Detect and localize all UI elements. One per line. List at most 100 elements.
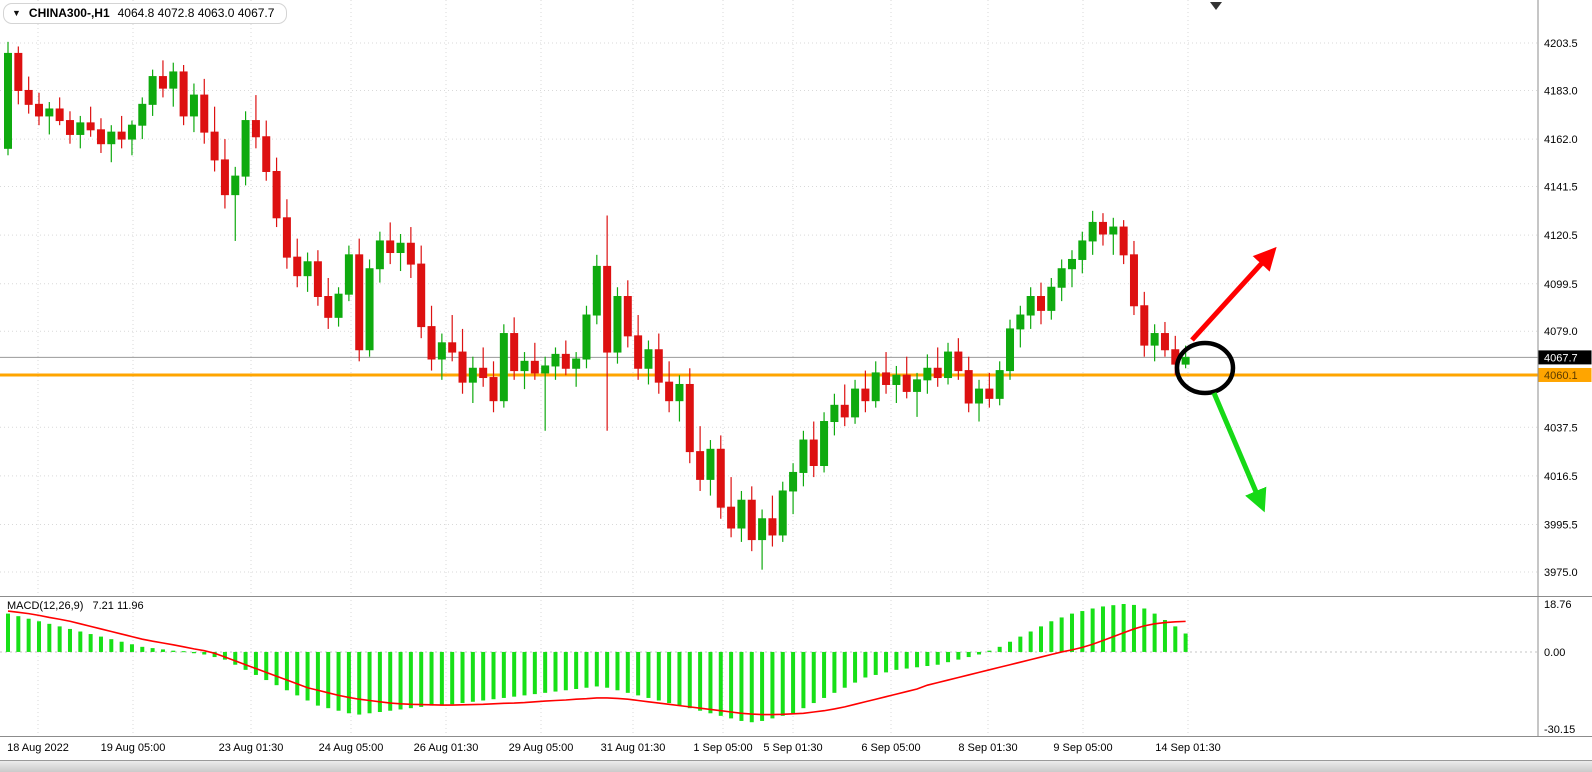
candle [913, 372, 922, 417]
macd-name: MACD(12,26,9) [7, 600, 84, 612]
quote-panel: ▼ CHINA300-,H1 4064.8 4072.8 4063.0 4067… [3, 3, 288, 24]
gridlines [0, 0, 1538, 737]
price-axis-label: 4016.5 [1544, 471, 1578, 483]
candle [902, 356, 911, 399]
macd-axis-label: 0.00 [1544, 647, 1565, 659]
candle [1006, 319, 1015, 380]
candle [313, 250, 322, 306]
candle [654, 333, 663, 394]
macd-signal-line [7, 610, 1186, 716]
bullish-arrow[interactable] [1190, 246, 1277, 342]
time-axis-label: 24 Aug 05:00 [319, 742, 384, 754]
time-axis-label: 26 Aug 01:30 [414, 742, 479, 754]
candle [520, 352, 529, 390]
candle [148, 69, 157, 116]
candle [582, 305, 591, 369]
candle [303, 252, 312, 292]
candle [34, 92, 43, 126]
candle [944, 342, 953, 385]
candle [396, 233, 405, 272]
time-axis-label: 31 Aug 01:30 [601, 742, 666, 754]
candle [231, 166, 240, 241]
candle [892, 365, 901, 403]
ohlc-values: 4064.8 4072.8 4063.0 4067.7 [117, 6, 275, 20]
candle [468, 356, 477, 403]
candle [458, 328, 467, 394]
candle [272, 157, 281, 228]
candle [324, 277, 333, 329]
current-price-tag [1538, 350, 1592, 365]
current-price-tag-label: 4067.7 [1544, 352, 1578, 364]
candle [117, 115, 126, 149]
candle [169, 62, 178, 107]
candle [851, 379, 860, 424]
candle [406, 227, 415, 278]
candle [1078, 231, 1087, 274]
candle [541, 356, 550, 431]
candle [210, 106, 219, 172]
candle [1109, 217, 1118, 255]
candle [840, 384, 849, 427]
candle [954, 338, 963, 380]
candle [551, 347, 560, 380]
horizontal-lines[interactable] [0, 356, 1538, 377]
candle [716, 435, 725, 519]
candle [489, 361, 498, 413]
candle [355, 238, 364, 362]
candle [778, 481, 787, 542]
price-axis-label: 4162.0 [1544, 134, 1578, 146]
candle [365, 259, 374, 357]
macd-axis-label: -30.15 [1544, 724, 1575, 736]
candle [923, 354, 932, 394]
price-axis-label: 4099.5 [1544, 279, 1578, 291]
time-axis-label: 23 Aug 01:30 [219, 742, 284, 754]
candle [706, 440, 715, 496]
candle [96, 118, 105, 153]
candle [882, 352, 891, 394]
candle [138, 97, 147, 140]
candle [933, 347, 942, 387]
hline-price-tag-label: 4060.1 [1544, 370, 1578, 382]
highlight-circle[interactable] [1174, 340, 1236, 396]
candle [241, 111, 250, 186]
bearish-arrow[interactable] [1211, 392, 1267, 513]
candle [1098, 213, 1107, 246]
candle [1047, 277, 1056, 320]
candle [55, 97, 64, 126]
candle [427, 305, 436, 371]
candle [127, 120, 136, 156]
symbol-timeframe-label: CHINA300-,H1 [28, 6, 110, 20]
candle [189, 83, 198, 133]
price-axis-label: 4203.5 [1544, 38, 1578, 50]
candle [24, 76, 33, 114]
candle [634, 315, 643, 380]
candle [665, 361, 674, 413]
candle [86, 106, 95, 137]
macd-indicator-label: MACD(12,26,9) 7.21 11.96 [7, 600, 144, 612]
candle [344, 245, 353, 302]
price-axis-label: 3975.0 [1544, 567, 1578, 579]
time-axis-label: 5 Sep 01:30 [763, 742, 822, 754]
candle [747, 486, 756, 552]
candle [251, 95, 260, 149]
candle [4, 41, 12, 156]
candle [1057, 259, 1066, 302]
chart-shift-marker-icon[interactable] [1210, 2, 1222, 10]
macd-values: 7.21 11.96 [92, 600, 144, 612]
macd-series [6, 604, 1188, 723]
candle [830, 393, 839, 436]
candle [985, 372, 994, 408]
candle [1026, 287, 1035, 329]
time-axis-label: 6 Sep 05:00 [861, 742, 920, 754]
candle [799, 430, 808, 487]
candle [107, 125, 116, 163]
candle [499, 324, 508, 408]
candlestick-series [4, 41, 1190, 570]
candle [809, 421, 818, 478]
candle [1150, 324, 1159, 362]
candle [1016, 305, 1025, 348]
symbol-dropdown-icon[interactable]: ▼ [12, 7, 21, 18]
candle [282, 199, 291, 269]
candle [65, 111, 74, 144]
